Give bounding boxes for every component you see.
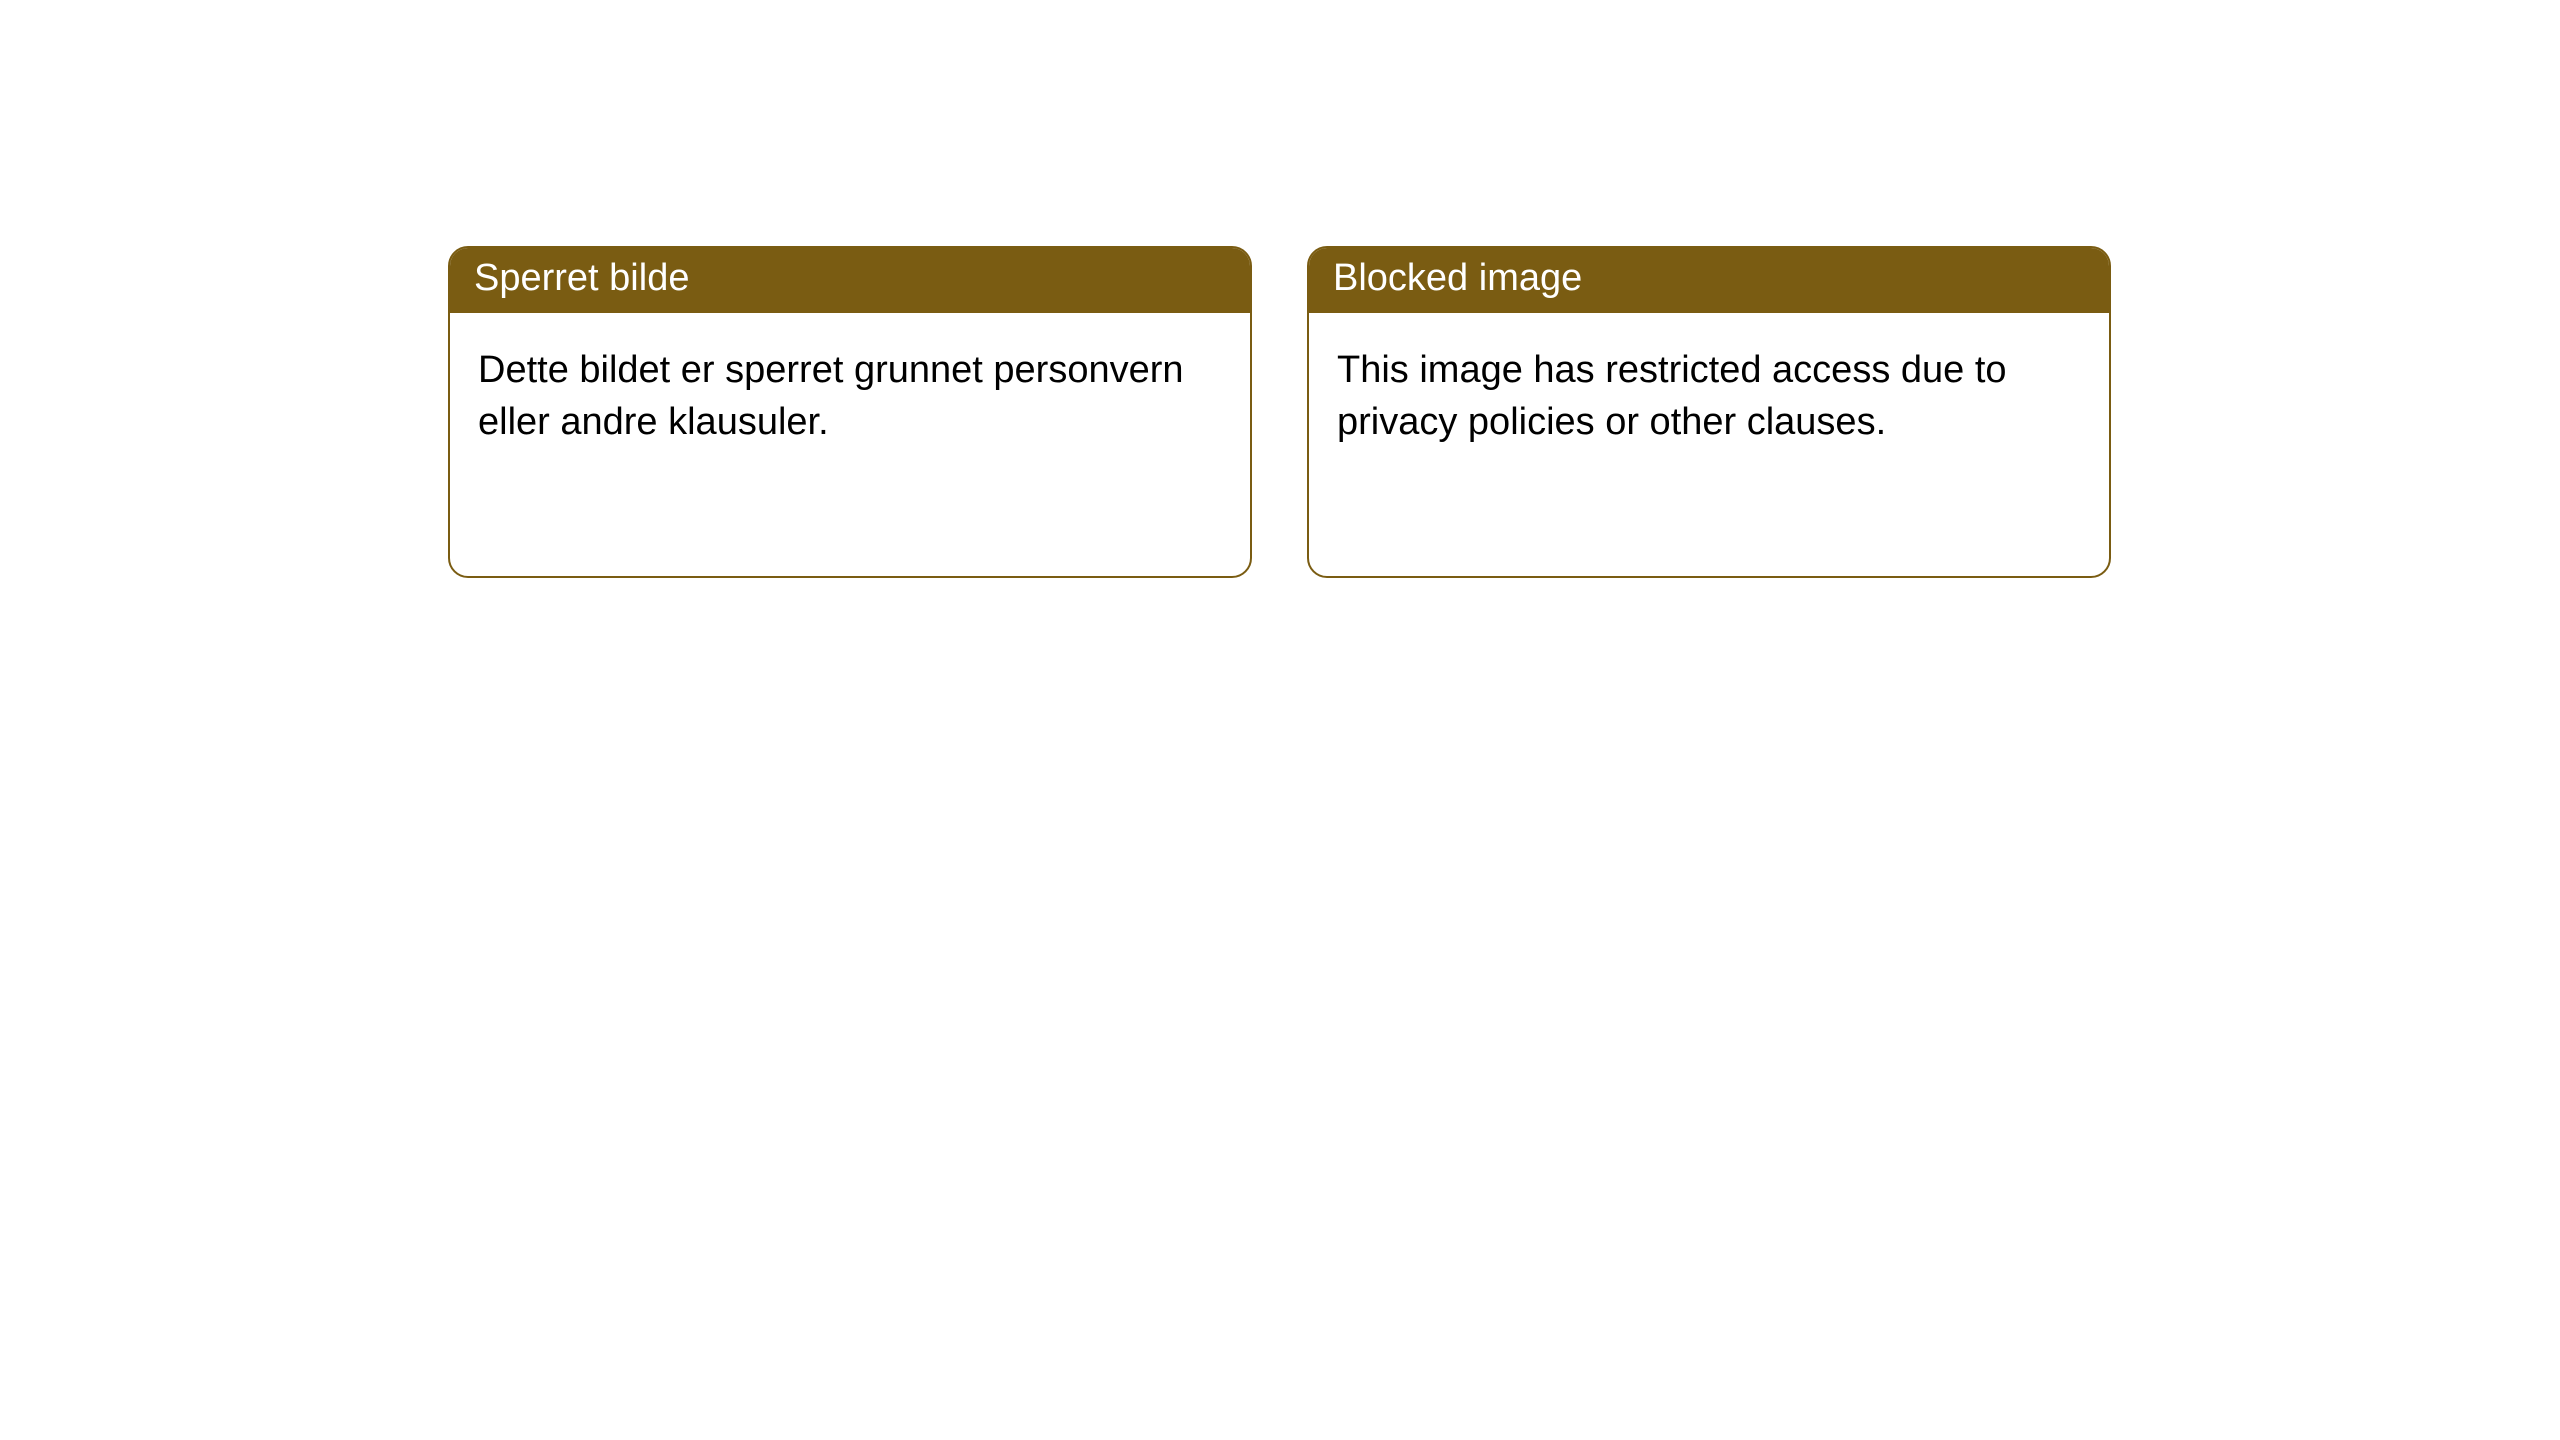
card-title: Sperret bilde <box>474 257 689 299</box>
card-header: Blocked image <box>1309 248 2109 313</box>
card-body: Dette bildet er sperret grunnet personve… <box>450 313 1250 476</box>
blocked-image-card-no: Sperret bilde Dette bildet er sperret gr… <box>448 246 1252 578</box>
blocked-image-card-en: Blocked image This image has restricted … <box>1307 246 2111 578</box>
card-header: Sperret bilde <box>450 248 1250 313</box>
card-text: Dette bildet er sperret grunnet personve… <box>478 345 1222 448</box>
card-body: This image has restricted access due to … <box>1309 313 2109 476</box>
card-text: This image has restricted access due to … <box>1337 345 2081 448</box>
card-title: Blocked image <box>1333 257 1582 299</box>
notice-cards-container: Sperret bilde Dette bildet er sperret gr… <box>0 0 2560 578</box>
